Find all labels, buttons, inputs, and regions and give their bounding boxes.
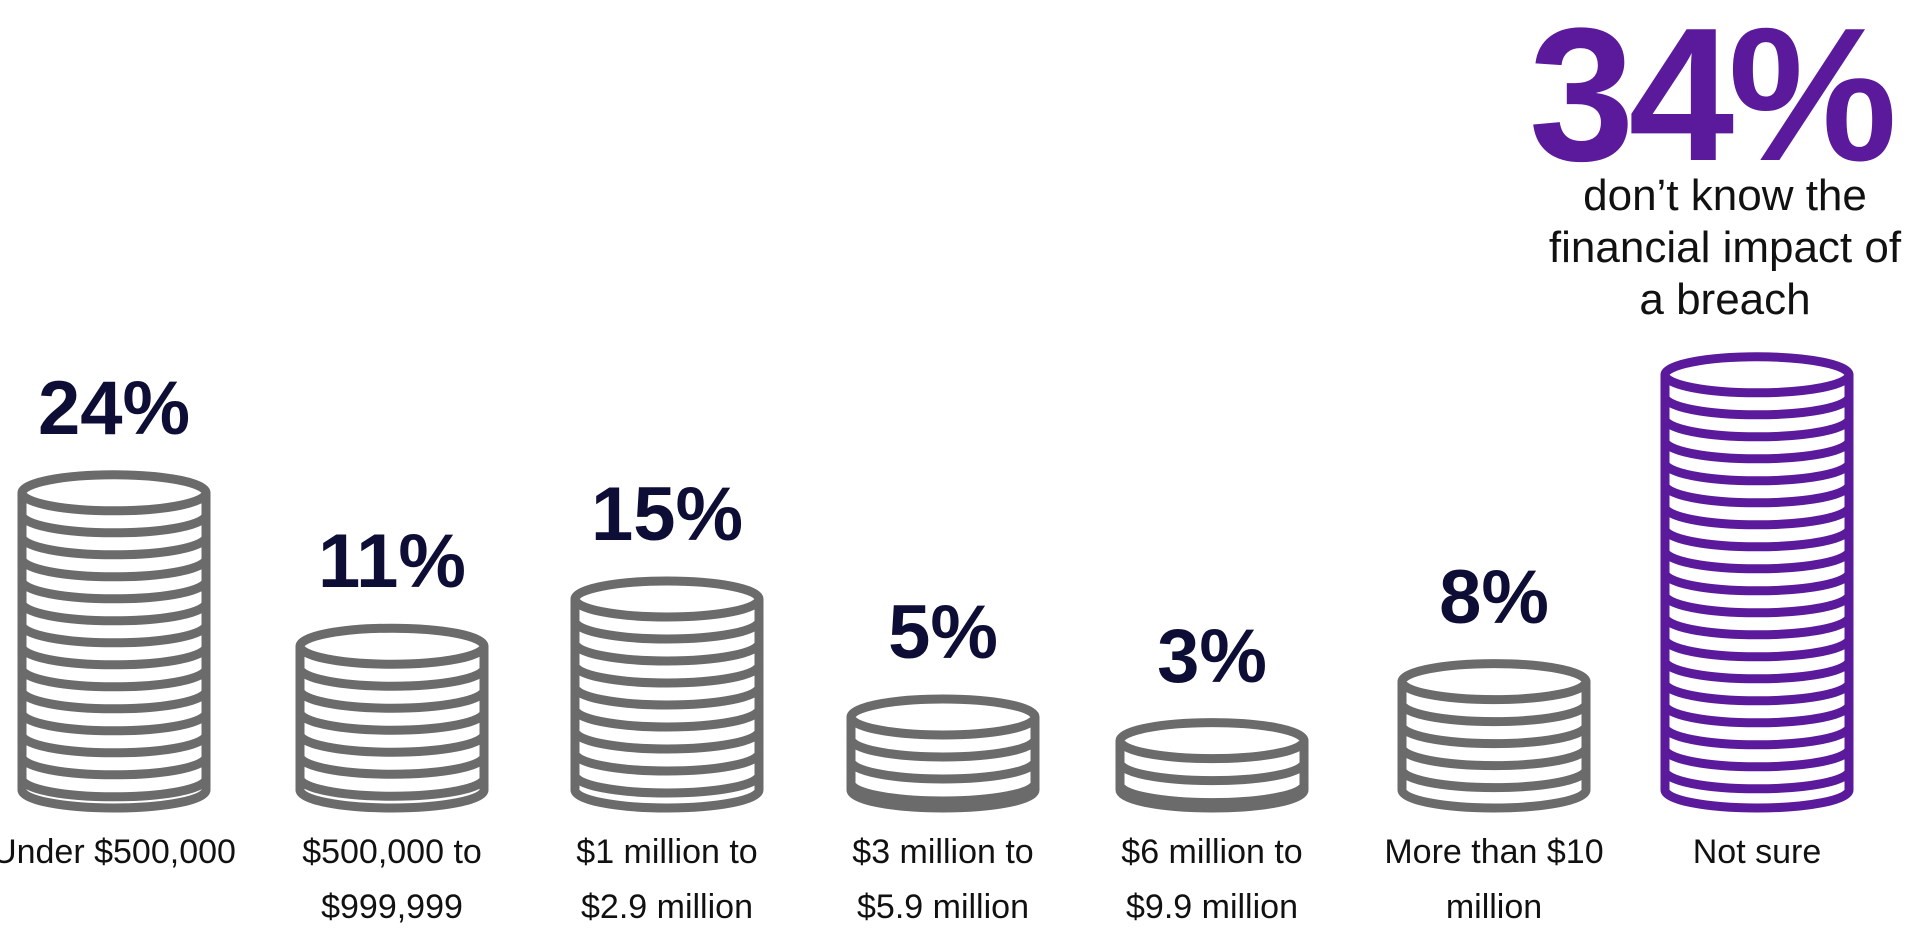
coin-edge xyxy=(846,782,1040,806)
coin-edge xyxy=(1397,702,1591,727)
coin-edge xyxy=(570,774,764,798)
coin-top xyxy=(1397,659,1591,705)
coin-edge xyxy=(1660,769,1854,794)
coin-edge xyxy=(570,686,764,710)
category-label: $500,000 to $999,999 xyxy=(302,833,482,926)
coin-top xyxy=(1115,718,1309,764)
coin-edge xyxy=(1660,725,1854,750)
category-label: Under $500,000 xyxy=(0,833,236,871)
coin-stack xyxy=(570,576,764,813)
coin-stack xyxy=(295,623,489,813)
coin-edge xyxy=(295,755,489,779)
category-label: Not sure xyxy=(1692,833,1822,871)
coin-top xyxy=(1660,352,1854,398)
coin-edge xyxy=(17,601,211,626)
coin-edge xyxy=(570,664,764,688)
annotation: don’t know the financial impact of a bre… xyxy=(1548,171,1902,324)
coin-edge xyxy=(1660,659,1854,684)
coin-edge xyxy=(295,667,489,691)
coin-edge xyxy=(1660,637,1854,662)
coin-edge xyxy=(17,579,211,604)
coin-edge xyxy=(17,557,211,582)
coin-edge xyxy=(17,513,211,538)
category-label: $1 million to $2.9 million xyxy=(576,833,758,926)
coin-edge xyxy=(1660,439,1854,464)
coin-edge xyxy=(17,755,211,780)
coin-edge xyxy=(1660,681,1854,706)
coin-top xyxy=(295,623,489,669)
value-label: 3% xyxy=(1157,613,1267,699)
coin-edge xyxy=(1660,483,1854,508)
coin-edge xyxy=(1660,461,1854,486)
coin-stack xyxy=(846,694,1040,813)
coin-edge xyxy=(1660,593,1854,618)
coin-stack xyxy=(17,470,211,813)
coin-top xyxy=(17,470,211,516)
coin-stack xyxy=(1115,718,1309,813)
coin-edge xyxy=(17,733,211,758)
coin-edge xyxy=(1397,768,1591,793)
value-label: 5% xyxy=(888,590,998,675)
coin-edge xyxy=(1660,417,1854,442)
highlight-value: 34% xyxy=(1528,0,1897,201)
coin-edge xyxy=(17,667,211,692)
coin-edge xyxy=(1660,549,1854,574)
coin-edge xyxy=(846,760,1040,784)
coin-edge xyxy=(570,642,764,666)
coin-edge xyxy=(1660,505,1854,530)
category-label: $6 million to $9.9 million xyxy=(1121,833,1303,926)
stack-body xyxy=(846,717,1040,813)
value-label: 8% xyxy=(1439,554,1549,640)
coin-edge xyxy=(295,711,489,735)
coin-edge xyxy=(1660,527,1854,552)
coin-edge xyxy=(1115,761,1309,786)
coin-edge xyxy=(17,689,211,714)
coin-top xyxy=(846,694,1040,740)
stack-body xyxy=(17,492,211,813)
coin-edge xyxy=(17,623,211,648)
coin-edge xyxy=(570,752,764,776)
coin-edge xyxy=(17,645,211,670)
coin-edge xyxy=(1660,395,1854,420)
coin-edge xyxy=(570,708,764,732)
coin-stack xyxy=(1397,659,1591,813)
coin-edge xyxy=(1660,703,1854,728)
coin-stack xyxy=(1660,352,1854,813)
coin-edge xyxy=(570,730,764,754)
coin-edge xyxy=(1660,615,1854,640)
coin-edge xyxy=(295,689,489,713)
coin-edge xyxy=(570,620,764,644)
coin-edge xyxy=(17,711,211,736)
value-label: 11% xyxy=(318,519,466,605)
coin-edge xyxy=(17,777,211,802)
coin-edge xyxy=(1660,747,1854,772)
coin-edge xyxy=(295,777,489,801)
category-label: More than $10 million xyxy=(1384,833,1604,926)
coin-edge xyxy=(1397,724,1591,749)
value-label: 15% xyxy=(590,472,744,557)
coin-edge xyxy=(17,535,211,560)
coin-top xyxy=(570,576,764,622)
coin-edge xyxy=(1660,571,1854,596)
coin-edge xyxy=(846,738,1040,762)
category-label: $3 million to $5.9 million xyxy=(852,833,1034,926)
coin-edge xyxy=(1115,783,1309,808)
value-label: 24% xyxy=(37,365,191,451)
coin-edge xyxy=(1397,746,1591,771)
coin-edge xyxy=(295,733,489,757)
